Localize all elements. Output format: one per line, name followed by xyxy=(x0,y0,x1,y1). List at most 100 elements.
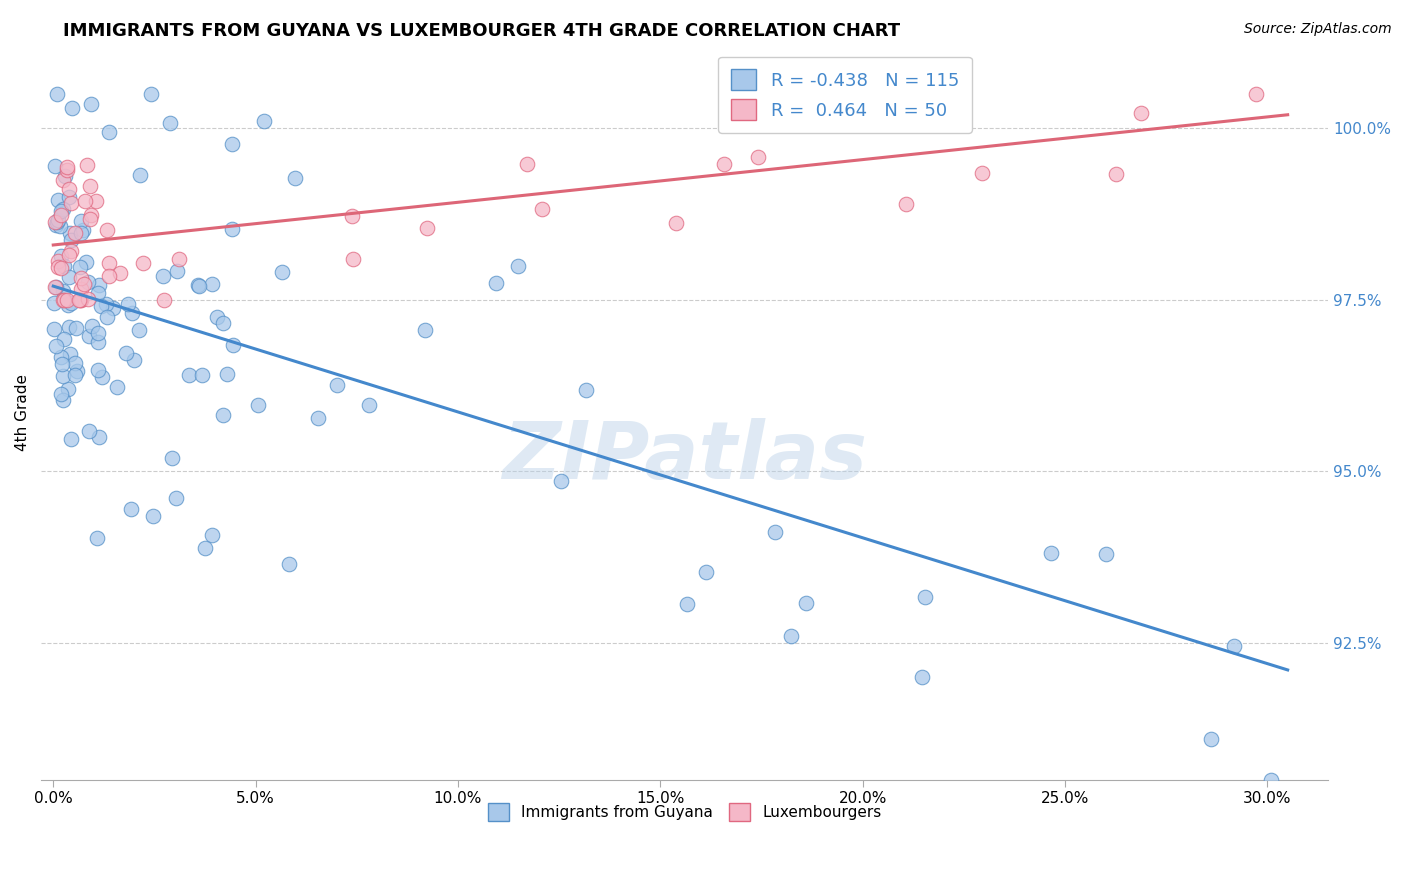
Point xyxy=(1199,731,1222,746)
Point xyxy=(59,196,82,211)
Point xyxy=(914,590,936,604)
Point xyxy=(79,328,101,343)
Point xyxy=(550,474,572,488)
Point xyxy=(69,293,91,307)
Point xyxy=(76,293,98,307)
Point xyxy=(53,169,76,183)
Point xyxy=(79,212,101,227)
Point xyxy=(55,293,77,307)
Point xyxy=(325,378,347,392)
Point xyxy=(51,350,73,364)
Point xyxy=(205,310,228,325)
Point xyxy=(60,244,83,259)
Point xyxy=(114,346,136,360)
Point xyxy=(212,408,235,422)
Point xyxy=(52,173,75,187)
Point xyxy=(142,509,165,524)
Point xyxy=(59,226,82,240)
Point xyxy=(80,318,103,333)
Point xyxy=(49,260,72,275)
Point xyxy=(49,386,72,401)
Point xyxy=(120,502,142,516)
Point xyxy=(713,157,735,171)
Point xyxy=(166,264,188,278)
Text: ZIPatlas: ZIPatlas xyxy=(502,418,868,496)
Point xyxy=(222,338,245,352)
Text: IMMIGRANTS FROM GUYANA VS LUXEMBOURGER 4TH GRADE CORRELATION CHART: IMMIGRANTS FROM GUYANA VS LUXEMBOURGER 4… xyxy=(63,22,900,40)
Point xyxy=(1039,546,1062,560)
Point xyxy=(277,557,299,571)
Point xyxy=(56,163,79,178)
Point xyxy=(129,168,152,182)
Point xyxy=(44,280,66,294)
Point xyxy=(55,161,77,175)
Point xyxy=(65,321,87,335)
Point xyxy=(253,113,276,128)
Point xyxy=(86,531,108,545)
Point xyxy=(531,202,554,216)
Point xyxy=(87,326,110,340)
Point xyxy=(159,116,181,130)
Point xyxy=(167,252,190,266)
Point xyxy=(128,322,150,336)
Point xyxy=(665,216,688,230)
Text: Source: ZipAtlas.com: Source: ZipAtlas.com xyxy=(1244,22,1392,37)
Point xyxy=(342,252,364,267)
Point xyxy=(60,233,83,247)
Point xyxy=(45,279,67,293)
Point xyxy=(52,369,75,384)
Point xyxy=(70,271,93,285)
Point xyxy=(69,227,91,241)
Point xyxy=(122,352,145,367)
Point xyxy=(77,425,100,439)
Point xyxy=(75,194,97,209)
Point xyxy=(247,398,270,412)
Point xyxy=(191,368,214,383)
Point xyxy=(413,322,436,336)
Point xyxy=(96,223,118,237)
Point xyxy=(284,171,307,186)
Point xyxy=(56,298,79,312)
Point xyxy=(44,159,66,173)
Point xyxy=(77,275,100,289)
Point xyxy=(48,219,70,233)
Point xyxy=(676,597,699,611)
Point xyxy=(80,209,103,223)
Point xyxy=(153,293,176,307)
Point xyxy=(794,596,817,610)
Point xyxy=(201,528,224,542)
Point xyxy=(60,101,83,115)
Point xyxy=(79,179,101,194)
Point xyxy=(87,430,110,444)
Point xyxy=(45,215,67,229)
Y-axis label: 4th Grade: 4th Grade xyxy=(15,375,30,451)
Point xyxy=(58,269,80,284)
Point xyxy=(201,277,224,292)
Point xyxy=(51,357,73,371)
Point xyxy=(66,364,89,378)
Point xyxy=(86,285,108,300)
Point xyxy=(44,296,66,310)
Point xyxy=(516,157,538,171)
Point xyxy=(58,383,80,397)
Point xyxy=(121,306,143,320)
Point xyxy=(98,125,121,139)
Point xyxy=(87,362,110,376)
Point xyxy=(1105,167,1128,181)
Point xyxy=(340,209,363,223)
Point xyxy=(52,293,75,307)
Point xyxy=(46,213,69,227)
Point xyxy=(45,218,67,232)
Point xyxy=(58,190,80,204)
Point xyxy=(160,451,183,466)
Point xyxy=(94,296,117,310)
Point xyxy=(42,322,65,336)
Point xyxy=(72,223,94,237)
Point xyxy=(415,221,437,235)
Point xyxy=(1223,639,1246,653)
Point xyxy=(52,202,75,216)
Point xyxy=(139,87,162,102)
Point xyxy=(52,332,75,346)
Point xyxy=(911,670,934,684)
Point xyxy=(506,260,529,274)
